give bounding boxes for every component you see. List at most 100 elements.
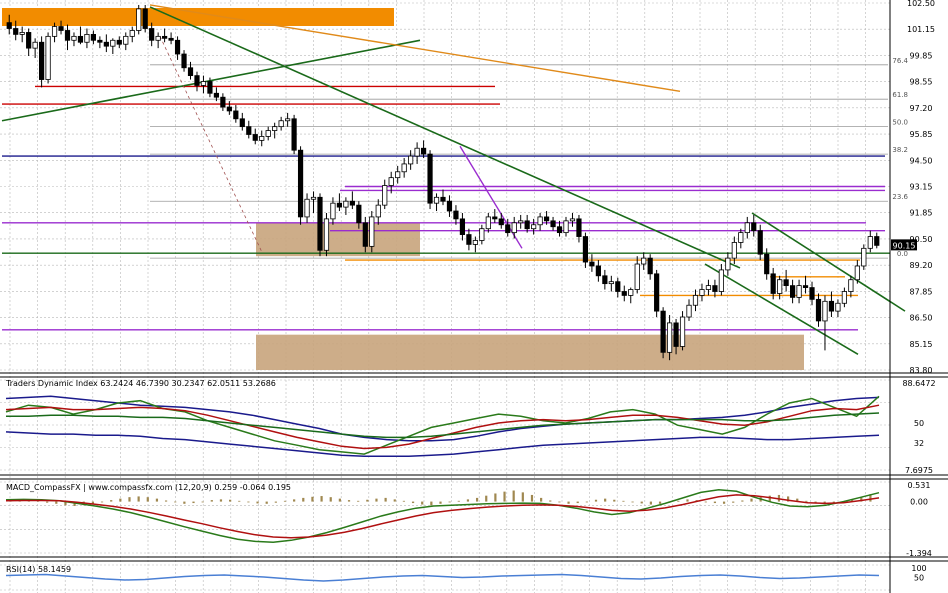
macd-histogram-bar [384, 497, 387, 502]
macd-histogram-bar [229, 499, 232, 502]
macd-histogram-bar [869, 494, 872, 502]
macd-panel: MACD_CompassFX | www.compassfx.com (12,2… [5, 481, 932, 558]
candle-body [272, 126, 278, 131]
macd-histogram-bar [164, 500, 168, 502]
macd-histogram-bar [137, 496, 140, 502]
candle-body [207, 81, 213, 94]
candle-body [705, 285, 712, 290]
support-zone-tan-upper [256, 222, 420, 257]
fib-level-label: 61.8 [892, 91, 908, 99]
candle-body [323, 218, 330, 251]
macd-axis: 0.531 0.00 -1.394 [906, 481, 932, 558]
candle-body [375, 204, 381, 218]
macd-histogram-bar [649, 501, 652, 505]
macd-histogram-bar [100, 501, 104, 503]
candle-body [297, 149, 304, 218]
tdi-series-4 [5, 431, 880, 458]
rsi-title: RSI(14) 58.1459 [6, 565, 71, 574]
candle-body [446, 200, 453, 212]
fib-level-label: 50.0 [892, 119, 908, 127]
price-tick-label: 95.85 [910, 130, 933, 139]
tdi-tick-label: 88.6472 [902, 379, 935, 388]
candle-body [666, 322, 673, 353]
candle-body [13, 28, 19, 35]
tdi-series-1 [5, 395, 880, 455]
candle-body [479, 228, 485, 241]
macd-histogram-bar [146, 497, 149, 502]
candle-body [414, 147, 420, 157]
candle-body [815, 298, 822, 322]
candle-body [51, 26, 58, 37]
candle-body [369, 216, 375, 247]
candle-body [440, 196, 446, 202]
macd-title: MACD_CompassFX | www.compassfx.com (12,2… [6, 483, 291, 492]
macd-histogram-bar [466, 499, 470, 502]
support-zone-tan-lower [256, 334, 804, 370]
rsi-tick-label: 100 [911, 564, 926, 573]
macd-histogram-bar [540, 497, 543, 502]
candle-body [744, 222, 750, 234]
candle-body [408, 155, 414, 165]
candle-body [304, 198, 310, 218]
macd-histogram-bar [796, 498, 799, 502]
candle-body [317, 196, 323, 251]
candle-body [589, 261, 595, 267]
candle-body [537, 216, 543, 226]
candle-body [310, 196, 317, 200]
price-tick-label: 102.50 [907, 0, 935, 8]
macd-histogram [9, 490, 872, 507]
candle-body [420, 147, 427, 155]
macd-histogram-bar [311, 496, 314, 502]
macd-tick-label: 0.531 [908, 481, 931, 490]
macd-histogram-bar [851, 499, 854, 502]
candle-body [110, 39, 116, 47]
last-price-label: 90.15 [893, 241, 916, 250]
macd-histogram-bar [302, 497, 305, 502]
price-zones [2, 8, 804, 370]
candle-body [142, 8, 148, 29]
chart-grid [0, 0, 890, 593]
candle-body [615, 281, 621, 292]
macd-histogram-bar [174, 501, 177, 503]
candle-body [453, 210, 459, 220]
candle-body [699, 289, 705, 296]
candle-body [362, 222, 368, 247]
candle-body [129, 30, 135, 37]
candle-body [220, 96, 226, 108]
macd-histogram-bar [448, 501, 451, 503]
candle-body [582, 236, 589, 263]
macd-histogram-bar [320, 496, 323, 502]
candle-body [854, 265, 860, 281]
macd-series-0 [5, 489, 880, 543]
macd-histogram-bar [128, 497, 131, 502]
candle-body [485, 216, 491, 230]
candle-body [174, 39, 181, 55]
macd-histogram-bar [512, 490, 515, 502]
candle-body [518, 220, 524, 224]
macd-histogram-bar [631, 501, 634, 503]
rsi-tick-label: 50 [914, 574, 924, 583]
candle-body [19, 32, 25, 35]
candle-body [802, 285, 809, 288]
macd-histogram-bar [503, 491, 506, 502]
price-horizontal-lines [2, 85, 890, 331]
candle-body [233, 110, 239, 120]
candle-body [569, 218, 576, 222]
candle-body [725, 257, 731, 271]
price-tick-label: 91.85 [910, 209, 933, 218]
candle-body [382, 185, 388, 206]
macd-histogram-bar [860, 497, 863, 502]
candle-body [524, 220, 530, 230]
macd-histogram-bar [238, 500, 241, 502]
candle-body [168, 37, 174, 41]
candle-body [246, 126, 252, 135]
candle-body [427, 153, 433, 204]
candle-body [712, 285, 718, 292]
macd-histogram-bar [475, 497, 479, 502]
macd-histogram-bar [704, 501, 707, 503]
candle-body [770, 273, 776, 294]
macd-histogram-bar [366, 499, 369, 502]
orange-trendline [149, 4, 681, 93]
macd-histogram-bar [283, 500, 287, 502]
